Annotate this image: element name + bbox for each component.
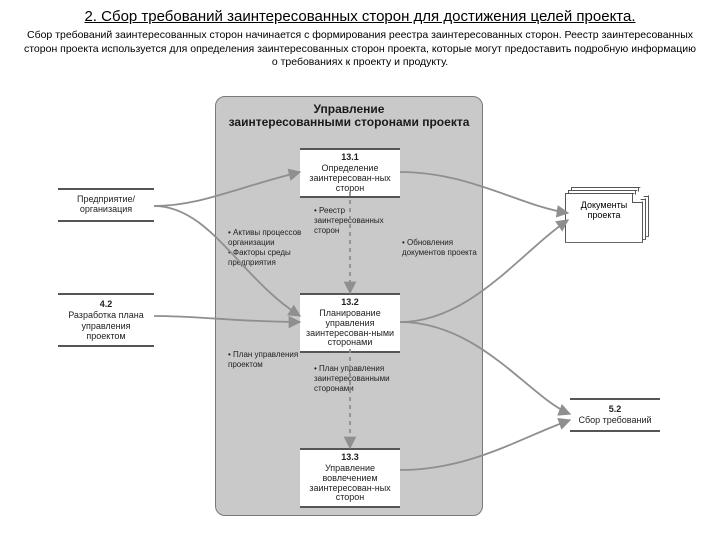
external-plan-4-2: 4.2 Разработка плана управления проектом (58, 293, 154, 347)
process-label: Разработка плана управления проектом (68, 310, 144, 341)
process-label: Планирование управления заинтересован-ны… (306, 308, 394, 348)
process-number: 4.2 (64, 299, 148, 309)
bullets-register: Реестр заинтересованных сторон (314, 206, 389, 236)
process-label: Управление вовлечением заинтересован-ных… (309, 463, 390, 503)
process-13-1: 13.1 Определение заинтересован-ных сторо… (300, 148, 400, 199)
process-number: 13.1 (304, 153, 396, 163)
page-title: 2. Сбор требований заинтересованных стор… (0, 0, 720, 29)
bullets-stakeholder-plan: План управления заинтересованными сторон… (314, 364, 389, 394)
page-subtitle: Сбор требований заинтересованных сторон … (0, 29, 720, 78)
process-number: 13.3 (304, 453, 396, 463)
process-label: Определение заинтересован-ных сторон (309, 163, 390, 193)
external-organization: Предприятие/организация (58, 188, 154, 222)
diagram-canvas: Управлениезаинтересованными сторонами пр… (0, 78, 720, 538)
process-label: Сбор требований (578, 415, 651, 425)
bullets-mgmt-plan: План управления проектом (228, 350, 303, 370)
process-number: 13.2 (304, 298, 396, 308)
documents-label: Документы проекта (581, 200, 627, 220)
doc-page-front: Документы проекта (565, 193, 643, 243)
bullets-doc-updates: Обновления документов проекта (402, 238, 477, 258)
process-number: 5.2 (576, 404, 654, 414)
process-13-3: 13.3 Управление вовлечением заинтересова… (300, 448, 400, 508)
external-requirements-5-2: 5.2 Сбор требований (570, 398, 660, 432)
bullets-org-factors: Активы процессов организацииФакторы сред… (228, 228, 303, 268)
process-13-2: 13.2 Планирование управления заинтересов… (300, 293, 400, 353)
panel-title: Управлениезаинтересованными сторонами пр… (216, 103, 482, 129)
